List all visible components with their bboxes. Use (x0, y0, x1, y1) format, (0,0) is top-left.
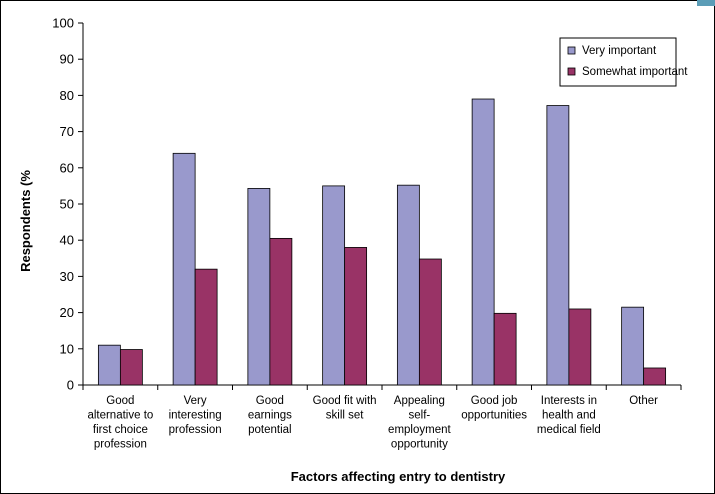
x-tick-label: Other (629, 395, 658, 407)
bar-very-important (97, 344, 121, 386)
bar-somewhat-important (344, 247, 368, 386)
bar-very-important (172, 152, 196, 386)
corner-accent (697, 0, 715, 6)
x-axis-label: Factors affecting entry to dentistry (291, 469, 506, 484)
bar-very-important (322, 185, 346, 386)
y-tick-label: 90 (60, 52, 74, 67)
bar-somewhat-important (643, 367, 667, 386)
y-tick-label: 60 (60, 160, 74, 175)
bar-somewhat-important (493, 312, 517, 386)
legend-swatch (567, 67, 576, 76)
bar-very-important (621, 306, 645, 386)
legend-swatch (567, 46, 576, 55)
bars (97, 98, 667, 386)
bar-somewhat-important (269, 237, 293, 386)
legend-label: Somewhat important (582, 66, 688, 78)
y-tick-label: 70 (60, 124, 74, 139)
legend-label: Very important (582, 45, 657, 57)
bar-somewhat-important (194, 268, 218, 386)
tick-labels: 0 10 20 30 40 50 60 70 80 90 100 Good alternative to… (52, 16, 658, 451)
y-tick-label: 10 (60, 341, 74, 356)
y-tick-label: 0 (67, 378, 74, 393)
y-tick-label: 50 (60, 197, 74, 212)
y-tick-label: 20 (60, 305, 74, 320)
bar-very-important (546, 105, 570, 386)
x-tick-label: Good job opportunities (461, 395, 527, 422)
y-axis-label: Respondents (% (18, 170, 33, 272)
bar-very-important (471, 98, 495, 386)
y-tick-label: 40 (60, 233, 74, 248)
x-tick-label: Good alternative to first choice profession (87, 395, 153, 451)
y-tick-label: 100 (52, 16, 74, 31)
x-tick-label: Very interesting profession (169, 395, 222, 436)
legend-box (559, 37, 677, 87)
bar-somewhat-important (418, 258, 442, 386)
legend: Very important Somewhat important (559, 37, 688, 87)
x-tick-label: Good fit with skill set (313, 395, 377, 422)
x-tick-label: Appealing self-employment opportunity (388, 395, 451, 451)
x-tick-label: Interests in health and medical field (537, 395, 601, 436)
bar-somewhat-important (568, 308, 592, 386)
x-tick-label: Good earnings potential (248, 395, 292, 436)
y-tick-label: 30 (60, 269, 74, 284)
bar-very-important (247, 188, 271, 386)
bar-somewhat-important (119, 349, 143, 386)
y-tick-label: 80 (60, 88, 74, 103)
bar-very-important (396, 184, 420, 386)
